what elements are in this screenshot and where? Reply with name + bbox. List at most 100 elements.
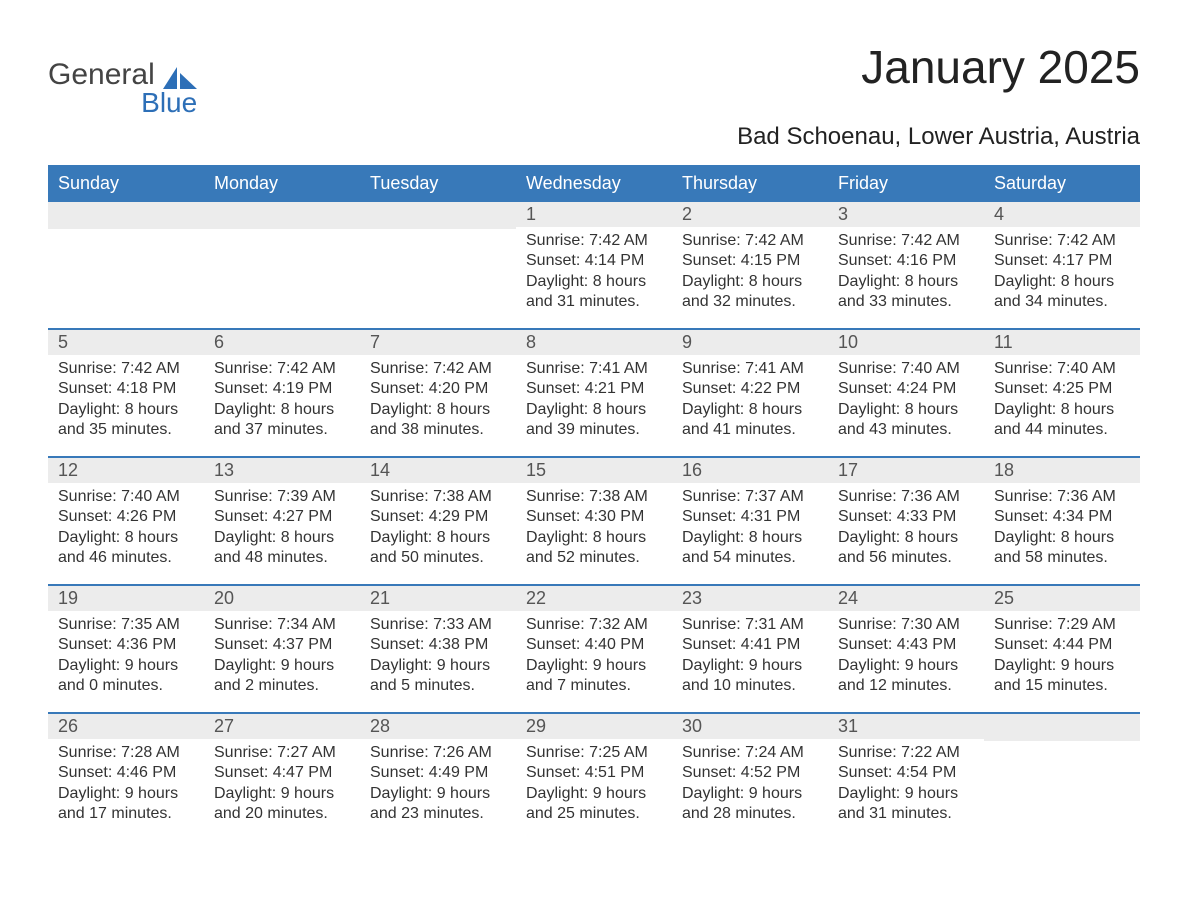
weekday-header-cell: Wednesday xyxy=(516,165,672,202)
day-number: 22 xyxy=(516,586,672,611)
daylight-text: and 10 minutes. xyxy=(682,676,818,696)
day-cell: 20Sunrise: 7:34 AMSunset: 4:37 PMDayligh… xyxy=(204,586,360,712)
day-number-empty xyxy=(48,202,204,229)
day-body: Sunrise: 7:31 AMSunset: 4:41 PMDaylight:… xyxy=(672,611,828,703)
sunrise-text: Sunrise: 7:38 AM xyxy=(526,487,662,507)
day-body: Sunrise: 7:32 AMSunset: 4:40 PMDaylight:… xyxy=(516,611,672,703)
daylight-text: and 17 minutes. xyxy=(58,804,194,824)
sunset-text: Sunset: 4:38 PM xyxy=(370,635,506,655)
sunset-text: Sunset: 4:47 PM xyxy=(214,763,350,783)
sunset-text: Sunset: 4:22 PM xyxy=(682,379,818,399)
day-body: Sunrise: 7:34 AMSunset: 4:37 PMDaylight:… xyxy=(204,611,360,703)
day-body: Sunrise: 7:22 AMSunset: 4:54 PMDaylight:… xyxy=(828,739,984,831)
day-body: Sunrise: 7:37 AMSunset: 4:31 PMDaylight:… xyxy=(672,483,828,575)
daylight-text: and 12 minutes. xyxy=(838,676,974,696)
daylight-text: Daylight: 8 hours xyxy=(682,272,818,292)
day-number-empty xyxy=(360,202,516,229)
day-body: Sunrise: 7:38 AMSunset: 4:30 PMDaylight:… xyxy=(516,483,672,575)
daylight-text: Daylight: 8 hours xyxy=(838,528,974,548)
day-body: Sunrise: 7:40 AMSunset: 4:26 PMDaylight:… xyxy=(48,483,204,575)
sunrise-text: Sunrise: 7:33 AM xyxy=(370,615,506,635)
daylight-text: Daylight: 8 hours xyxy=(214,400,350,420)
day-number: 24 xyxy=(828,586,984,611)
sunrise-text: Sunrise: 7:39 AM xyxy=(214,487,350,507)
day-body: Sunrise: 7:35 AMSunset: 4:36 PMDaylight:… xyxy=(48,611,204,703)
sunrise-text: Sunrise: 7:30 AM xyxy=(838,615,974,635)
day-number: 29 xyxy=(516,714,672,739)
sunset-text: Sunset: 4:52 PM xyxy=(682,763,818,783)
day-number: 25 xyxy=(984,586,1140,611)
weeks-container: 1Sunrise: 7:42 AMSunset: 4:14 PMDaylight… xyxy=(48,202,1140,840)
sunrise-text: Sunrise: 7:42 AM xyxy=(994,231,1130,251)
sunset-text: Sunset: 4:24 PM xyxy=(838,379,974,399)
week-row: 19Sunrise: 7:35 AMSunset: 4:36 PMDayligh… xyxy=(48,584,1140,712)
sunset-text: Sunset: 4:44 PM xyxy=(994,635,1130,655)
day-cell: 25Sunrise: 7:29 AMSunset: 4:44 PMDayligh… xyxy=(984,586,1140,712)
daylight-text: and 58 minutes. xyxy=(994,548,1130,568)
day-number: 26 xyxy=(48,714,204,739)
day-number-empty xyxy=(984,714,1140,741)
daylight-text: Daylight: 8 hours xyxy=(526,272,662,292)
day-body: Sunrise: 7:28 AMSunset: 4:46 PMDaylight:… xyxy=(48,739,204,831)
daylight-text: and 25 minutes. xyxy=(526,804,662,824)
day-number: 21 xyxy=(360,586,516,611)
weekday-header-cell: Monday xyxy=(204,165,360,202)
daylight-text: Daylight: 9 hours xyxy=(58,784,194,804)
sunset-text: Sunset: 4:29 PM xyxy=(370,507,506,527)
sunset-text: Sunset: 4:26 PM xyxy=(58,507,194,527)
daylight-text: and 7 minutes. xyxy=(526,676,662,696)
daylight-text: Daylight: 9 hours xyxy=(526,784,662,804)
day-cell: 10Sunrise: 7:40 AMSunset: 4:24 PMDayligh… xyxy=(828,330,984,456)
week-row: 5Sunrise: 7:42 AMSunset: 4:18 PMDaylight… xyxy=(48,328,1140,456)
sunrise-text: Sunrise: 7:41 AM xyxy=(682,359,818,379)
daylight-text: Daylight: 8 hours xyxy=(370,400,506,420)
sunset-text: Sunset: 4:49 PM xyxy=(370,763,506,783)
daylight-text: and 44 minutes. xyxy=(994,420,1130,440)
day-body: Sunrise: 7:24 AMSunset: 4:52 PMDaylight:… xyxy=(672,739,828,831)
day-body: Sunrise: 7:36 AMSunset: 4:34 PMDaylight:… xyxy=(984,483,1140,575)
sunrise-text: Sunrise: 7:42 AM xyxy=(838,231,974,251)
day-cell: 13Sunrise: 7:39 AMSunset: 4:27 PMDayligh… xyxy=(204,458,360,584)
day-number: 27 xyxy=(204,714,360,739)
daylight-text: and 33 minutes. xyxy=(838,292,974,312)
sunset-text: Sunset: 4:54 PM xyxy=(838,763,974,783)
sunrise-text: Sunrise: 7:34 AM xyxy=(214,615,350,635)
sunrise-text: Sunrise: 7:41 AM xyxy=(526,359,662,379)
day-cell: 26Sunrise: 7:28 AMSunset: 4:46 PMDayligh… xyxy=(48,714,204,840)
daylight-text: Daylight: 9 hours xyxy=(682,656,818,676)
sunset-text: Sunset: 4:27 PM xyxy=(214,507,350,527)
sunrise-text: Sunrise: 7:27 AM xyxy=(214,743,350,763)
daylight-text: Daylight: 9 hours xyxy=(214,784,350,804)
sunset-text: Sunset: 4:40 PM xyxy=(526,635,662,655)
day-body: Sunrise: 7:26 AMSunset: 4:49 PMDaylight:… xyxy=(360,739,516,831)
daylight-text: and 39 minutes. xyxy=(526,420,662,440)
daylight-text: Daylight: 8 hours xyxy=(838,272,974,292)
sunset-text: Sunset: 4:18 PM xyxy=(58,379,194,399)
day-number: 4 xyxy=(984,202,1140,227)
daylight-text: and 52 minutes. xyxy=(526,548,662,568)
sunrise-text: Sunrise: 7:42 AM xyxy=(370,359,506,379)
day-body: Sunrise: 7:29 AMSunset: 4:44 PMDaylight:… xyxy=(984,611,1140,703)
sunrise-text: Sunrise: 7:36 AM xyxy=(838,487,974,507)
day-body: Sunrise: 7:41 AMSunset: 4:22 PMDaylight:… xyxy=(672,355,828,447)
day-cell: 9Sunrise: 7:41 AMSunset: 4:22 PMDaylight… xyxy=(672,330,828,456)
daylight-text: and 46 minutes. xyxy=(58,548,194,568)
day-number: 18 xyxy=(984,458,1140,483)
day-body: Sunrise: 7:30 AMSunset: 4:43 PMDaylight:… xyxy=(828,611,984,703)
sunset-text: Sunset: 4:25 PM xyxy=(994,379,1130,399)
sunrise-text: Sunrise: 7:31 AM xyxy=(682,615,818,635)
day-body: Sunrise: 7:39 AMSunset: 4:27 PMDaylight:… xyxy=(204,483,360,575)
day-body: Sunrise: 7:40 AMSunset: 4:24 PMDaylight:… xyxy=(828,355,984,447)
sunrise-text: Sunrise: 7:42 AM xyxy=(58,359,194,379)
day-number: 17 xyxy=(828,458,984,483)
header: General Blue January 2025 xyxy=(48,40,1140,117)
sunset-text: Sunset: 4:20 PM xyxy=(370,379,506,399)
day-cell: 16Sunrise: 7:37 AMSunset: 4:31 PMDayligh… xyxy=(672,458,828,584)
sunset-text: Sunset: 4:16 PM xyxy=(838,251,974,271)
day-number: 8 xyxy=(516,330,672,355)
sunrise-text: Sunrise: 7:42 AM xyxy=(526,231,662,251)
day-number: 16 xyxy=(672,458,828,483)
sunset-text: Sunset: 4:15 PM xyxy=(682,251,818,271)
sunset-text: Sunset: 4:17 PM xyxy=(994,251,1130,271)
sunset-text: Sunset: 4:33 PM xyxy=(838,507,974,527)
